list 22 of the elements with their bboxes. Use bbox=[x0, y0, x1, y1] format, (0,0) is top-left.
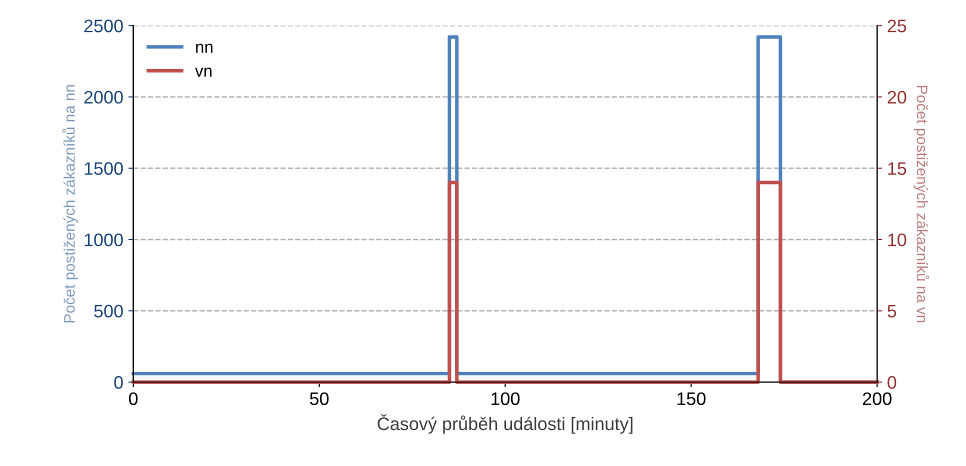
x-tick-label: 0 bbox=[128, 392, 138, 406]
y2-tick-label: 0 bbox=[888, 376, 896, 389]
y-tick-label: 1000 bbox=[84, 233, 123, 246]
y-tick-label: 2000 bbox=[84, 90, 123, 104]
y-tick-label: 500 bbox=[94, 304, 123, 318]
legend-label: nn bbox=[196, 44, 212, 53]
y-tick-label: 0 bbox=[114, 376, 123, 389]
y2-tick-label: 5 bbox=[888, 304, 896, 318]
x-tick-label: 150 bbox=[677, 392, 706, 406]
x-tick-label: 50 bbox=[310, 392, 329, 406]
x-tick-label: 100 bbox=[492, 392, 520, 406]
x-axis-title: Časový průběh události [minuty] bbox=[378, 414, 632, 434]
legend-label: vn bbox=[195, 68, 212, 77]
y2-tick-label: 10 bbox=[888, 233, 906, 246]
y2-tick-label: 15 bbox=[888, 162, 906, 175]
y-axis-title: Počet postižených zákazníků na nn bbox=[62, 85, 78, 322]
y2-axis-title: Počet postižených zákazníků na vn bbox=[914, 86, 930, 322]
y-tick-label: 1500 bbox=[84, 162, 123, 175]
y2-tick-label: 20 bbox=[888, 90, 906, 104]
y2-tick-label: 25 bbox=[888, 20, 906, 32]
x-tick-label: 200 bbox=[862, 392, 892, 406]
y-tick-label: 2500 bbox=[84, 20, 123, 32]
